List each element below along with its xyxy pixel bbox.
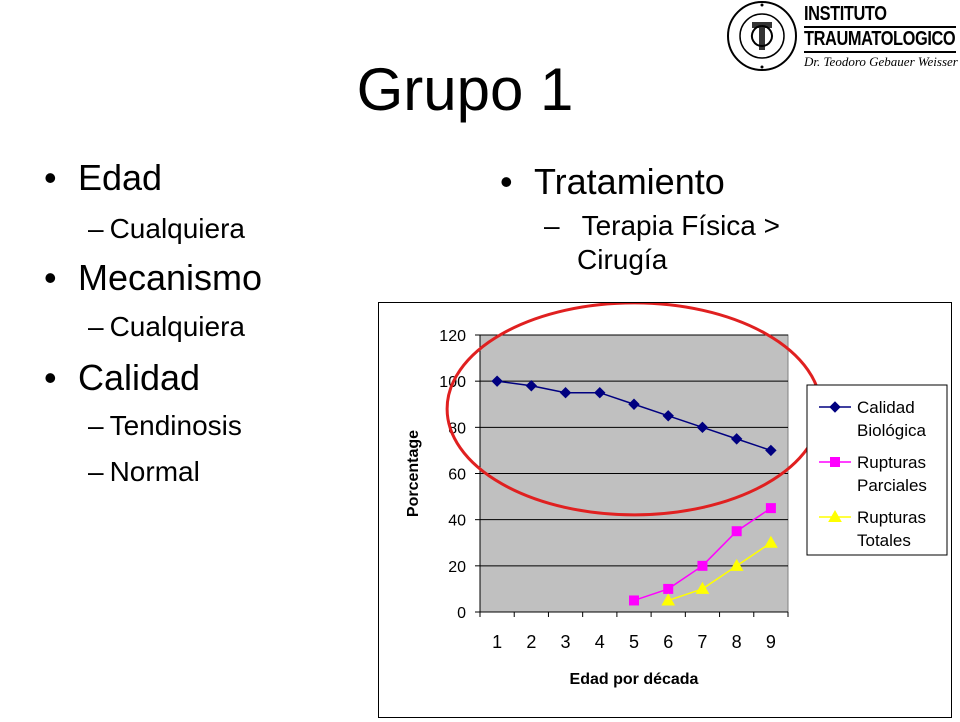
dash: – [544, 210, 560, 241]
x-tick-label: 9 [766, 632, 776, 652]
sub-item-tratamiento-cont: Cirugía [577, 244, 668, 275]
bullet-tratamiento: • Tratamiento [500, 162, 725, 202]
bullet-mecanismo: • Mecanismo [44, 258, 262, 298]
logo-rule [804, 26, 956, 28]
x-tick-label: 5 [629, 632, 639, 652]
data-point [629, 595, 639, 606]
y-tick-label: 60 [448, 467, 466, 484]
legend-box [806, 384, 948, 556]
legend-label: Totales [857, 531, 911, 550]
bullet-calidad: • Calidad [44, 358, 200, 398]
bullet-dot: • [44, 157, 57, 198]
sub-item: – Normal [88, 456, 200, 488]
data-point [730, 433, 743, 445]
data-point [731, 526, 742, 537]
sub-item-text: Terapia Física > [581, 210, 780, 241]
y-tick-label: 0 [457, 605, 466, 622]
legend-label: Rupturas [857, 508, 926, 527]
bullet-dot: • [500, 161, 513, 202]
data-point [829, 401, 841, 413]
data-point [491, 375, 503, 387]
institute-logo: INSTITUTO TRAUMATOLOGICO Dr. Teodoro Geb… [722, 0, 958, 72]
sub-item-text: Cualquiera [109, 311, 245, 342]
data-point [695, 581, 710, 594]
data-point [525, 380, 538, 392]
sub-item-text: Normal [109, 456, 200, 487]
bullet-edad: • Edad [44, 158, 162, 198]
data-point [830, 457, 840, 467]
sub-item: – Cualquiera [88, 213, 245, 245]
y-axis-label: Porcentage [405, 430, 422, 517]
legend-label: Calidad [857, 398, 915, 417]
data-point [729, 558, 744, 571]
bullet-dot: • [44, 257, 57, 298]
sub-item-text: Cualquiera [109, 213, 245, 244]
x-tick-label: 1 [492, 632, 502, 652]
legend-label: Biológica [857, 421, 927, 440]
bullet-dot: • [44, 357, 57, 398]
series-line [667, 542, 772, 602]
data-point [765, 503, 776, 514]
dash: – [88, 213, 104, 244]
y-tick-label: 120 [439, 328, 466, 345]
data-point [663, 583, 674, 594]
x-tick-label: 4 [595, 632, 605, 652]
dash: – [88, 311, 104, 342]
data-point [696, 421, 709, 434]
x-axis-label: Edad por década [570, 671, 699, 688]
dash: – [88, 410, 104, 441]
data-point [559, 387, 572, 399]
bullet-heading: Tratamiento [534, 161, 725, 202]
x-tick-label: 6 [663, 632, 673, 652]
logo-line-2: TRAUMATOLOGICO [804, 28, 956, 50]
x-tick-label: 7 [697, 632, 707, 652]
data-point [764, 535, 778, 548]
logo-line-1: INSTITUTO [804, 3, 887, 25]
data-point [594, 387, 606, 399]
data-point [662, 410, 674, 422]
seal-icon [727, 1, 797, 71]
data-point [628, 398, 640, 410]
data-point [697, 560, 708, 571]
legend-label: Rupturas [857, 453, 926, 472]
slide-title: Grupo 1 [356, 56, 574, 123]
sub-item-tratamiento: – Terapia Física > [544, 210, 780, 242]
bullet-heading: Mecanismo [78, 257, 263, 298]
data-point [661, 593, 676, 606]
chart-container: 0 20 40 60 80 100 120 1 2 3 4 5 6 7 8 9 Edad por década P… [378, 301, 952, 718]
x-tick-label: 2 [526, 632, 536, 652]
bullet-heading: Edad [78, 157, 163, 198]
y-tick-label: 20 [448, 559, 466, 576]
x-tick-label: 8 [732, 632, 742, 652]
bullet-heading: Calidad [78, 357, 201, 398]
legend-label: Parciales [857, 476, 927, 495]
data-point [828, 509, 842, 522]
sub-item: – Cualquiera [88, 311, 245, 343]
x-tick-label: 3 [561, 632, 571, 652]
y-tick-label: 40 [448, 513, 466, 530]
logo-rule [804, 51, 956, 53]
sub-item-text: Tendinosis [109, 410, 242, 441]
sub-item: – Tendinosis [88, 410, 242, 442]
logo-line-3: Dr. Teodoro Gebauer Weisser [804, 54, 958, 69]
dash: – [88, 456, 104, 487]
data-point [765, 444, 777, 457]
